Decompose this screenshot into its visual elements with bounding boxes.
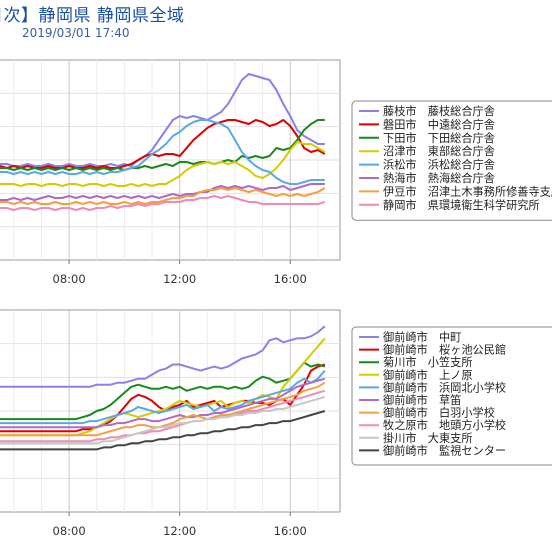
legend-entry-2: 磐田市 中遠総合庁舎	[383, 117, 495, 131]
series-line-5	[0, 369, 326, 425]
legend-entry-3: 菊川市 小笠支所	[383, 355, 473, 369]
page-title: 日次】静岡県 静岡県全域	[0, 6, 185, 26]
series-line-1	[0, 73, 325, 167]
x-tick-label: 08:00	[53, 272, 86, 286]
series-line-7	[0, 187, 326, 205]
series-line-2	[0, 119, 326, 169]
x-tick-label: 12:00	[163, 272, 196, 286]
legend-entry-5: 御前崎市 浜岡北小学校	[383, 380, 506, 394]
series-line-10	[0, 410, 326, 451]
legend-entry-1: 御前崎市 中町	[383, 330, 461, 344]
legend-entry-6: 御前崎市 草笛	[383, 393, 461, 407]
legend-entry-9: 掛川市 大東支所	[383, 431, 473, 445]
series-line-5	[0, 119, 325, 185]
timestamp: 2019/03/01 17:40	[22, 26, 130, 40]
series-line-8	[0, 195, 326, 211]
series-line-1	[0, 325, 326, 388]
series-line-6	[0, 183, 325, 201]
x-tick-label: 08:00	[53, 524, 86, 538]
series-line-6	[0, 377, 326, 429]
series-line-7	[0, 381, 326, 437]
legend-entry-1: 藤枝市 藤枝総合庁舎	[383, 104, 495, 118]
series-line-9	[0, 395, 326, 445]
x-tick-label: 16:00	[274, 272, 307, 286]
x-tick-label: 16:00	[274, 524, 307, 538]
x-tick-label: 12:00	[163, 524, 196, 538]
legend-entry-10: 御前崎市 監視センター	[383, 443, 506, 457]
legend-box	[351, 326, 552, 466]
legend-entry-5: 浜松市 浜松総合庁舎	[383, 158, 495, 172]
legend-entry-8: 牧之原市 地頭方小学校	[383, 418, 506, 432]
legend-box	[351, 100, 552, 221]
series-line-3	[0, 119, 325, 171]
legend-entry-2: 御前崎市 桜ヶ池公民館	[383, 343, 506, 357]
legend-entry-6: 熱海市 熱海総合庁舎	[383, 171, 495, 185]
series-line-8	[0, 389, 326, 443]
legend-entry-4: 御前崎市 上ノ原	[383, 368, 473, 382]
legend-entry-3: 下田市 下田総合庁舎	[383, 131, 495, 145]
legend-entry-8: 静岡市 県環境衛生科学研究所	[383, 198, 540, 212]
legend-entry-4: 沼津市 東部総合庁舎	[383, 144, 495, 158]
legend-entry-7: 御前崎市 白羽小学校	[383, 406, 495, 420]
legend-entry-7: 伊豆市 沼津土木事務所修善寺支所	[383, 184, 552, 198]
series-line-3	[0, 361, 326, 421]
